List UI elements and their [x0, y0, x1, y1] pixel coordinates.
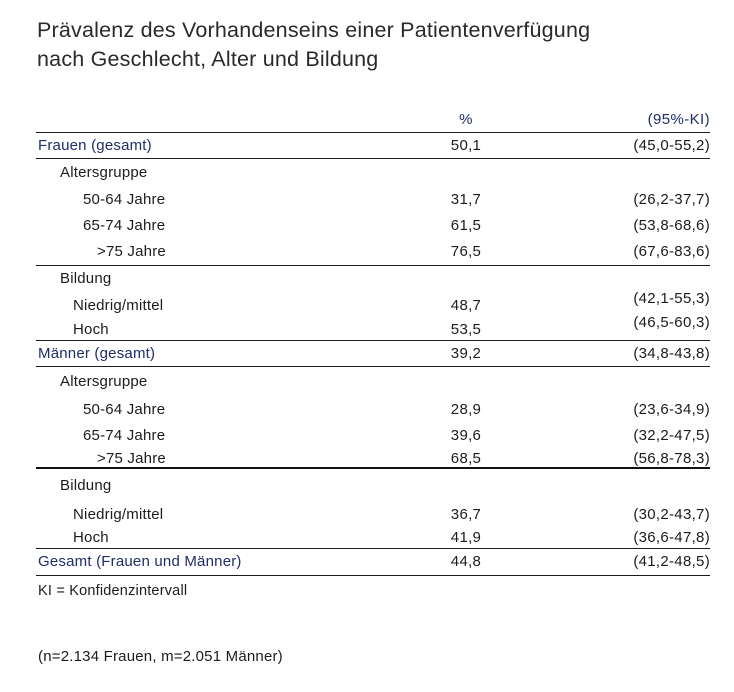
table-row-bildung: Bildung	[36, 266, 710, 293]
row-label: 50-64 Jahre	[83, 190, 166, 208]
row-label: Niedrig/mittel	[73, 296, 164, 314]
row-label: Niedrig/mittel	[73, 505, 164, 523]
row-percent: 61,5	[450, 217, 482, 235]
table-row-niedrig-mittel: Niedrig/mittel 36,7 (30,2-43,7)	[36, 501, 710, 527]
row-label: Bildung	[60, 270, 112, 288]
row-percent: 36,7	[450, 505, 482, 523]
row-label: Bildung	[60, 476, 112, 494]
row-label: >75 Jahre	[97, 243, 166, 261]
table-row-75plus: >75 Jahre 68,5 (56,8-78,3)	[36, 449, 710, 469]
row-percent: 41,9	[450, 529, 482, 546]
table-row-75plus: >75 Jahre 76,5 (67,6-83,6)	[36, 239, 710, 266]
table-row-65-74: 65-74 Jahre 61,5 (53,8-68,6)	[36, 213, 710, 240]
prevalence-table: % (95%-KI) Frauen (gesamt) 50,1 (45,0-55…	[36, 107, 710, 576]
row-ci: (41,2-48,5)	[633, 553, 710, 571]
table-row-50-64: 50-64 Jahre 28,9 (23,6-34,9)	[36, 396, 710, 423]
row-percent: 31,7	[450, 190, 482, 208]
row-percent: 76,5	[450, 243, 482, 261]
row-ci: (45,0-55,2)	[633, 137, 710, 154]
column-header-ci: (95%-KI)	[647, 111, 710, 128]
footnote-ki-definition: KI = Konfidenzintervall	[38, 583, 188, 599]
row-label: 65-74 Jahre	[83, 427, 166, 445]
row-label: 65-74 Jahre	[83, 217, 166, 235]
row-percent: 39,6	[450, 427, 482, 445]
table-row-65-74: 65-74 Jahre 39,6 (32,2-47,5)	[36, 423, 710, 450]
row-percent: 39,2	[450, 344, 482, 362]
row-percent: 48,7	[450, 296, 482, 314]
row-label: >75 Jahre	[97, 449, 166, 467]
table-row-altersgruppe: Altersgruppe	[36, 367, 710, 396]
table-header-row: % (95%-KI)	[36, 107, 710, 133]
row-ci: (56,8-78,3)	[633, 449, 710, 467]
row-label: Frauen (gesamt)	[38, 137, 152, 154]
page-title: Prävalenz des Vorhandenseins einer Patie…	[37, 16, 727, 74]
table-row-maenner-gesamt: Männer (gesamt) 39,2 (34,8-43,8)	[36, 341, 710, 367]
row-ci: (67,6-83,6)	[633, 243, 710, 261]
table-row-frauen-gesamt: Frauen (gesamt) 50,1 (45,0-55,2)	[36, 133, 710, 159]
page-title-line1: Prävalenz des Vorhandenseins einer Patie…	[37, 18, 591, 42]
row-percent: 68,5	[450, 449, 482, 467]
table-row-50-64: 50-64 Jahre 31,7 (26,2-37,7)	[36, 186, 710, 213]
row-ci: (34,8-43,8)	[633, 344, 710, 362]
page-title-line2: nach Geschlecht, Alter und Bildung	[37, 47, 379, 71]
table-row-bildung: Bildung	[36, 469, 710, 501]
row-percent: 50,1	[450, 137, 482, 154]
table-row-gesamt: Gesamt (Frauen und Männer) 44,8 (41,2-48…	[36, 549, 710, 576]
row-label: Altersgruppe	[60, 164, 148, 181]
row-ci: (26,2-37,7)	[633, 190, 710, 208]
table-row-hoch: Hoch 41,9 (36,6-47,8)	[36, 527, 710, 549]
row-percent: 28,9	[450, 400, 482, 418]
footnote-sample-size: (n=2.134 Frauen, m=2.051 Männer)	[38, 648, 283, 665]
row-label: Altersgruppe	[60, 373, 148, 390]
table-row-hoch: Hoch 53,5 (46,5-60,3)	[36, 314, 710, 341]
row-ci: (30,2-43,7)	[633, 505, 710, 523]
row-label: 50-64 Jahre	[83, 400, 166, 418]
row-ci: (32,2-47,5)	[633, 427, 710, 445]
row-ci: (42,1-55,3)	[633, 289, 710, 307]
row-percent: 53,5	[450, 320, 482, 338]
row-label: Gesamt (Frauen und Männer)	[38, 553, 242, 571]
row-label: Hoch	[73, 529, 109, 546]
row-ci: (46,5-60,3)	[633, 313, 710, 331]
row-ci: (53,8-68,6)	[633, 217, 710, 235]
column-header-percent: %	[459, 111, 473, 128]
row-ci: (36,6-47,8)	[633, 529, 710, 546]
row-label: Hoch	[73, 320, 109, 338]
row-ci: (23,6-34,9)	[633, 400, 710, 418]
table-row-niedrig-mittel: Niedrig/mittel 48,7 (42,1-55,3)	[36, 289, 710, 319]
row-label: Männer (gesamt)	[38, 344, 156, 362]
row-percent: 44,8	[450, 553, 482, 571]
table-row-altersgruppe: Altersgruppe	[36, 159, 710, 186]
